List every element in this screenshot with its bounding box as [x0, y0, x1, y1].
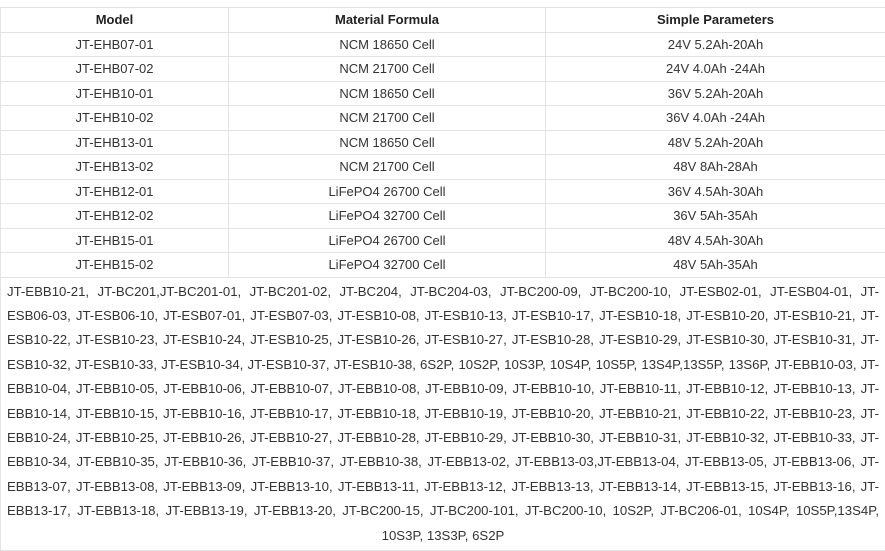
note-row: JT-EBB10-21, JT-BC201,JT-BC201-01, JT-BC…	[1, 277, 885, 550]
table-cell: LiFePO4 32700 Cell	[229, 204, 546, 229]
table-cell: 48V 8Ah-28Ah	[546, 155, 885, 180]
note-cell: JT-EBB10-21, JT-BC201,JT-BC201-01, JT-BC…	[1, 277, 885, 550]
table-cell: JT-EHB07-02	[1, 57, 229, 82]
table-cell: 24V 5.2Ah-20Ah	[546, 32, 885, 57]
table-cell: LiFePO4 26700 Cell	[229, 228, 546, 253]
table-cell: JT-EHB07-01	[1, 32, 229, 57]
header-cell: Simple Parameters	[546, 8, 885, 33]
table-cell: LiFePO4 32700 Cell	[229, 253, 546, 278]
table-cell: JT-EHB12-02	[1, 204, 229, 229]
table-cell: 48V 5.2Ah-20Ah	[546, 130, 885, 155]
table-cell: 48V 5Ah-35Ah	[546, 253, 885, 278]
table-cell: NCM 18650 Cell	[229, 130, 546, 155]
table-cell: JT-EHB13-02	[1, 155, 229, 180]
header-cell: Material Formula	[229, 8, 546, 33]
table-cell: 36V 5Ah-35Ah	[546, 204, 885, 229]
table-cell: NCM 21700 Cell	[229, 106, 546, 131]
table-cell: 36V 5.2Ah-20Ah	[546, 81, 885, 106]
table-cell: 36V 4.5Ah-30Ah	[546, 179, 885, 204]
table-cell: JT-EHB12-01	[1, 179, 229, 204]
table-cell: NCM 21700 Cell	[229, 57, 546, 82]
table-cell: LiFePO4 26700 Cell	[229, 179, 546, 204]
table-cell: NCM 18650 Cell	[229, 32, 546, 57]
table-cell: NCM 18650 Cell	[229, 81, 546, 106]
table-cell: NCM 21700 Cell	[229, 155, 546, 180]
table-cell: JT-EHB15-01	[1, 228, 229, 253]
header-cell: Model	[1, 8, 229, 33]
table-cell: JT-EHB10-01	[1, 81, 229, 106]
table-cell: JT-EHB13-01	[1, 130, 229, 155]
table-cell: 48V 4.5Ah-30Ah	[546, 228, 885, 253]
table-cell: JT-EHB15-02	[1, 253, 229, 278]
table-cell: 24V 4.0Ah -24Ah	[546, 57, 885, 82]
table-cell: 36V 4.0Ah -24Ah	[546, 106, 885, 131]
page: {"table": { "header": ["Model", "Materia…	[0, 7, 885, 507]
table-cell: JT-EHB10-02	[1, 106, 229, 131]
